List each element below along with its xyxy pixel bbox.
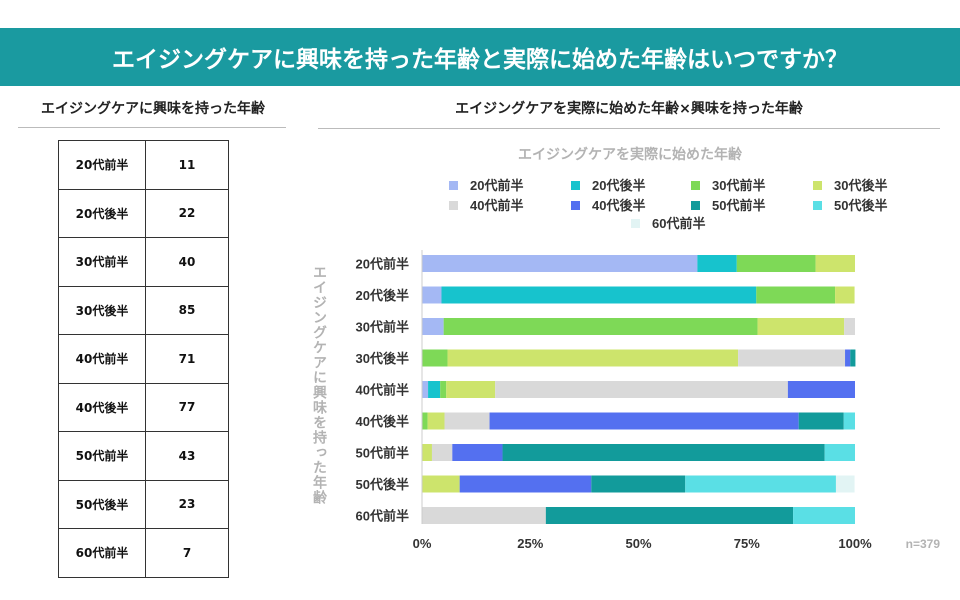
- bar-segment: [756, 286, 836, 304]
- x-tick-label: 25%: [517, 536, 543, 551]
- count-cell: 7: [145, 528, 229, 578]
- age-group-cell: 30代前半: [58, 237, 146, 287]
- bar-segment: [427, 412, 445, 430]
- sample-size-note: n=379: [906, 537, 941, 551]
- count-cell: 85: [145, 285, 229, 335]
- bar-segment: [447, 349, 739, 367]
- bar-segment: [431, 444, 453, 461]
- x-tick-label: 0%: [413, 536, 432, 551]
- bar-segment: [844, 318, 855, 335]
- bar-segment: [440, 381, 447, 398]
- bar-segment: [736, 255, 816, 272]
- x-tick-label: 100%: [838, 536, 872, 551]
- legend-swatch: [813, 201, 822, 210]
- table-row: 20代前半 11: [58, 140, 229, 190]
- category-label: 20代前半: [356, 257, 409, 272]
- bar-segment: [443, 318, 758, 335]
- age-group-cell: 50代前半: [58, 431, 146, 481]
- legend-swatch: [813, 181, 822, 190]
- legend-label: 20代前半: [470, 178, 523, 193]
- bar-segment: [835, 286, 855, 304]
- legend-swatch: [571, 181, 580, 190]
- x-tick-label: 50%: [625, 536, 651, 551]
- right-divider: [318, 128, 940, 129]
- table-row: 40代前半 71: [58, 334, 229, 384]
- legend-swatch: [571, 201, 580, 210]
- bar-segment: [798, 412, 844, 430]
- age-group-cell: 60代前半: [58, 528, 146, 578]
- bar-segment: [591, 475, 686, 493]
- bar-segment: [843, 412, 855, 430]
- bar-segment: [422, 475, 460, 493]
- bar-segment: [444, 412, 490, 430]
- bar-segment: [850, 349, 856, 367]
- legend-swatch: [449, 201, 458, 210]
- legend-label: 40代後半: [592, 198, 645, 213]
- category-label: 40代後半: [356, 414, 409, 429]
- bar-segment: [422, 507, 546, 524]
- bar-segment: [441, 286, 757, 304]
- legend-label: 40代前半: [470, 198, 523, 213]
- age-group-cell: 40代前半: [58, 334, 146, 384]
- chart-section-title: エイジングケアを実際に始めた年齢×興味を持った年齢: [455, 101, 803, 117]
- legend-label: 30代後半: [834, 178, 887, 193]
- bar-segment: [422, 381, 429, 398]
- legend-label: 50代後半: [834, 198, 887, 213]
- count-cell: 23: [145, 479, 229, 529]
- counts-table-title: エイジングケアに興味を持った年齢: [41, 101, 265, 117]
- bar-segment: [685, 475, 836, 493]
- age-group-cell: 20代前半: [58, 140, 146, 190]
- bar-segment: [422, 318, 444, 335]
- chart-title: エイジングケアを実際に始めた年齢: [518, 146, 743, 162]
- category-label: 30代前半: [356, 320, 409, 335]
- bar-segment: [459, 475, 592, 493]
- bar-segment: [824, 444, 855, 461]
- legend-swatch: [691, 181, 700, 190]
- bar-segment: [757, 318, 845, 335]
- bar-segment: [422, 412, 428, 430]
- bar-segment: [422, 349, 448, 367]
- interest-age-counts-table: 20代前半 11 20代後半 22 30代前半 40 30代後半 85 40代前半 71 40代後半…: [58, 140, 229, 578]
- bar-segment: [738, 349, 846, 367]
- bar-segment: [422, 255, 698, 272]
- bar-segment: [835, 475, 855, 493]
- page-title: エイジングケアに興味を持った年齢と実際に始めた年齢はいつですか？: [112, 47, 848, 73]
- page-title-banner: エイジングケアに興味を持った年齢と実際に始めた年齢はいつですか？: [0, 28, 960, 86]
- bar-segment: [428, 381, 441, 398]
- table-row: 60代前半 7: [58, 528, 229, 578]
- bar-segment: [422, 444, 432, 461]
- bar-segment: [545, 507, 794, 524]
- category-label: 20代後半: [356, 288, 409, 303]
- category-label: 50代前半: [356, 446, 409, 461]
- bar-segment: [787, 381, 855, 398]
- category-label: 60代前半: [356, 509, 409, 524]
- legend-label: 20代後半: [592, 178, 645, 193]
- x-tick-label: 75%: [734, 536, 760, 551]
- legend-label: 60代前半: [652, 216, 705, 231]
- bar-segment: [845, 349, 851, 367]
- legend-label: 30代前半: [712, 178, 765, 193]
- bar-segment: [489, 412, 799, 430]
- legend-swatch: [631, 219, 640, 228]
- left-divider: [18, 127, 286, 128]
- age-group-cell: 40代後半: [58, 382, 146, 432]
- count-cell: 11: [145, 140, 229, 190]
- bar-segment: [697, 255, 737, 272]
- bar-segment: [793, 507, 855, 524]
- bar-segment: [495, 381, 788, 398]
- category-label: 50代後半: [356, 477, 409, 492]
- bar-segment: [502, 444, 825, 461]
- y-axis-title: エイジングケアに興味を持った年齢: [312, 265, 328, 505]
- legend-swatch: [449, 181, 458, 190]
- bar-segment: [422, 286, 442, 304]
- bar-segment: [815, 255, 855, 272]
- bar-segment: [446, 381, 496, 398]
- legend-swatch: [691, 201, 700, 210]
- table-row: 50代前半 43: [58, 431, 229, 481]
- legend-label: 50代前半: [712, 198, 765, 213]
- category-label: 30代後半: [356, 351, 409, 366]
- category-label: 40代前半: [356, 383, 409, 398]
- bar-segment: [452, 444, 503, 461]
